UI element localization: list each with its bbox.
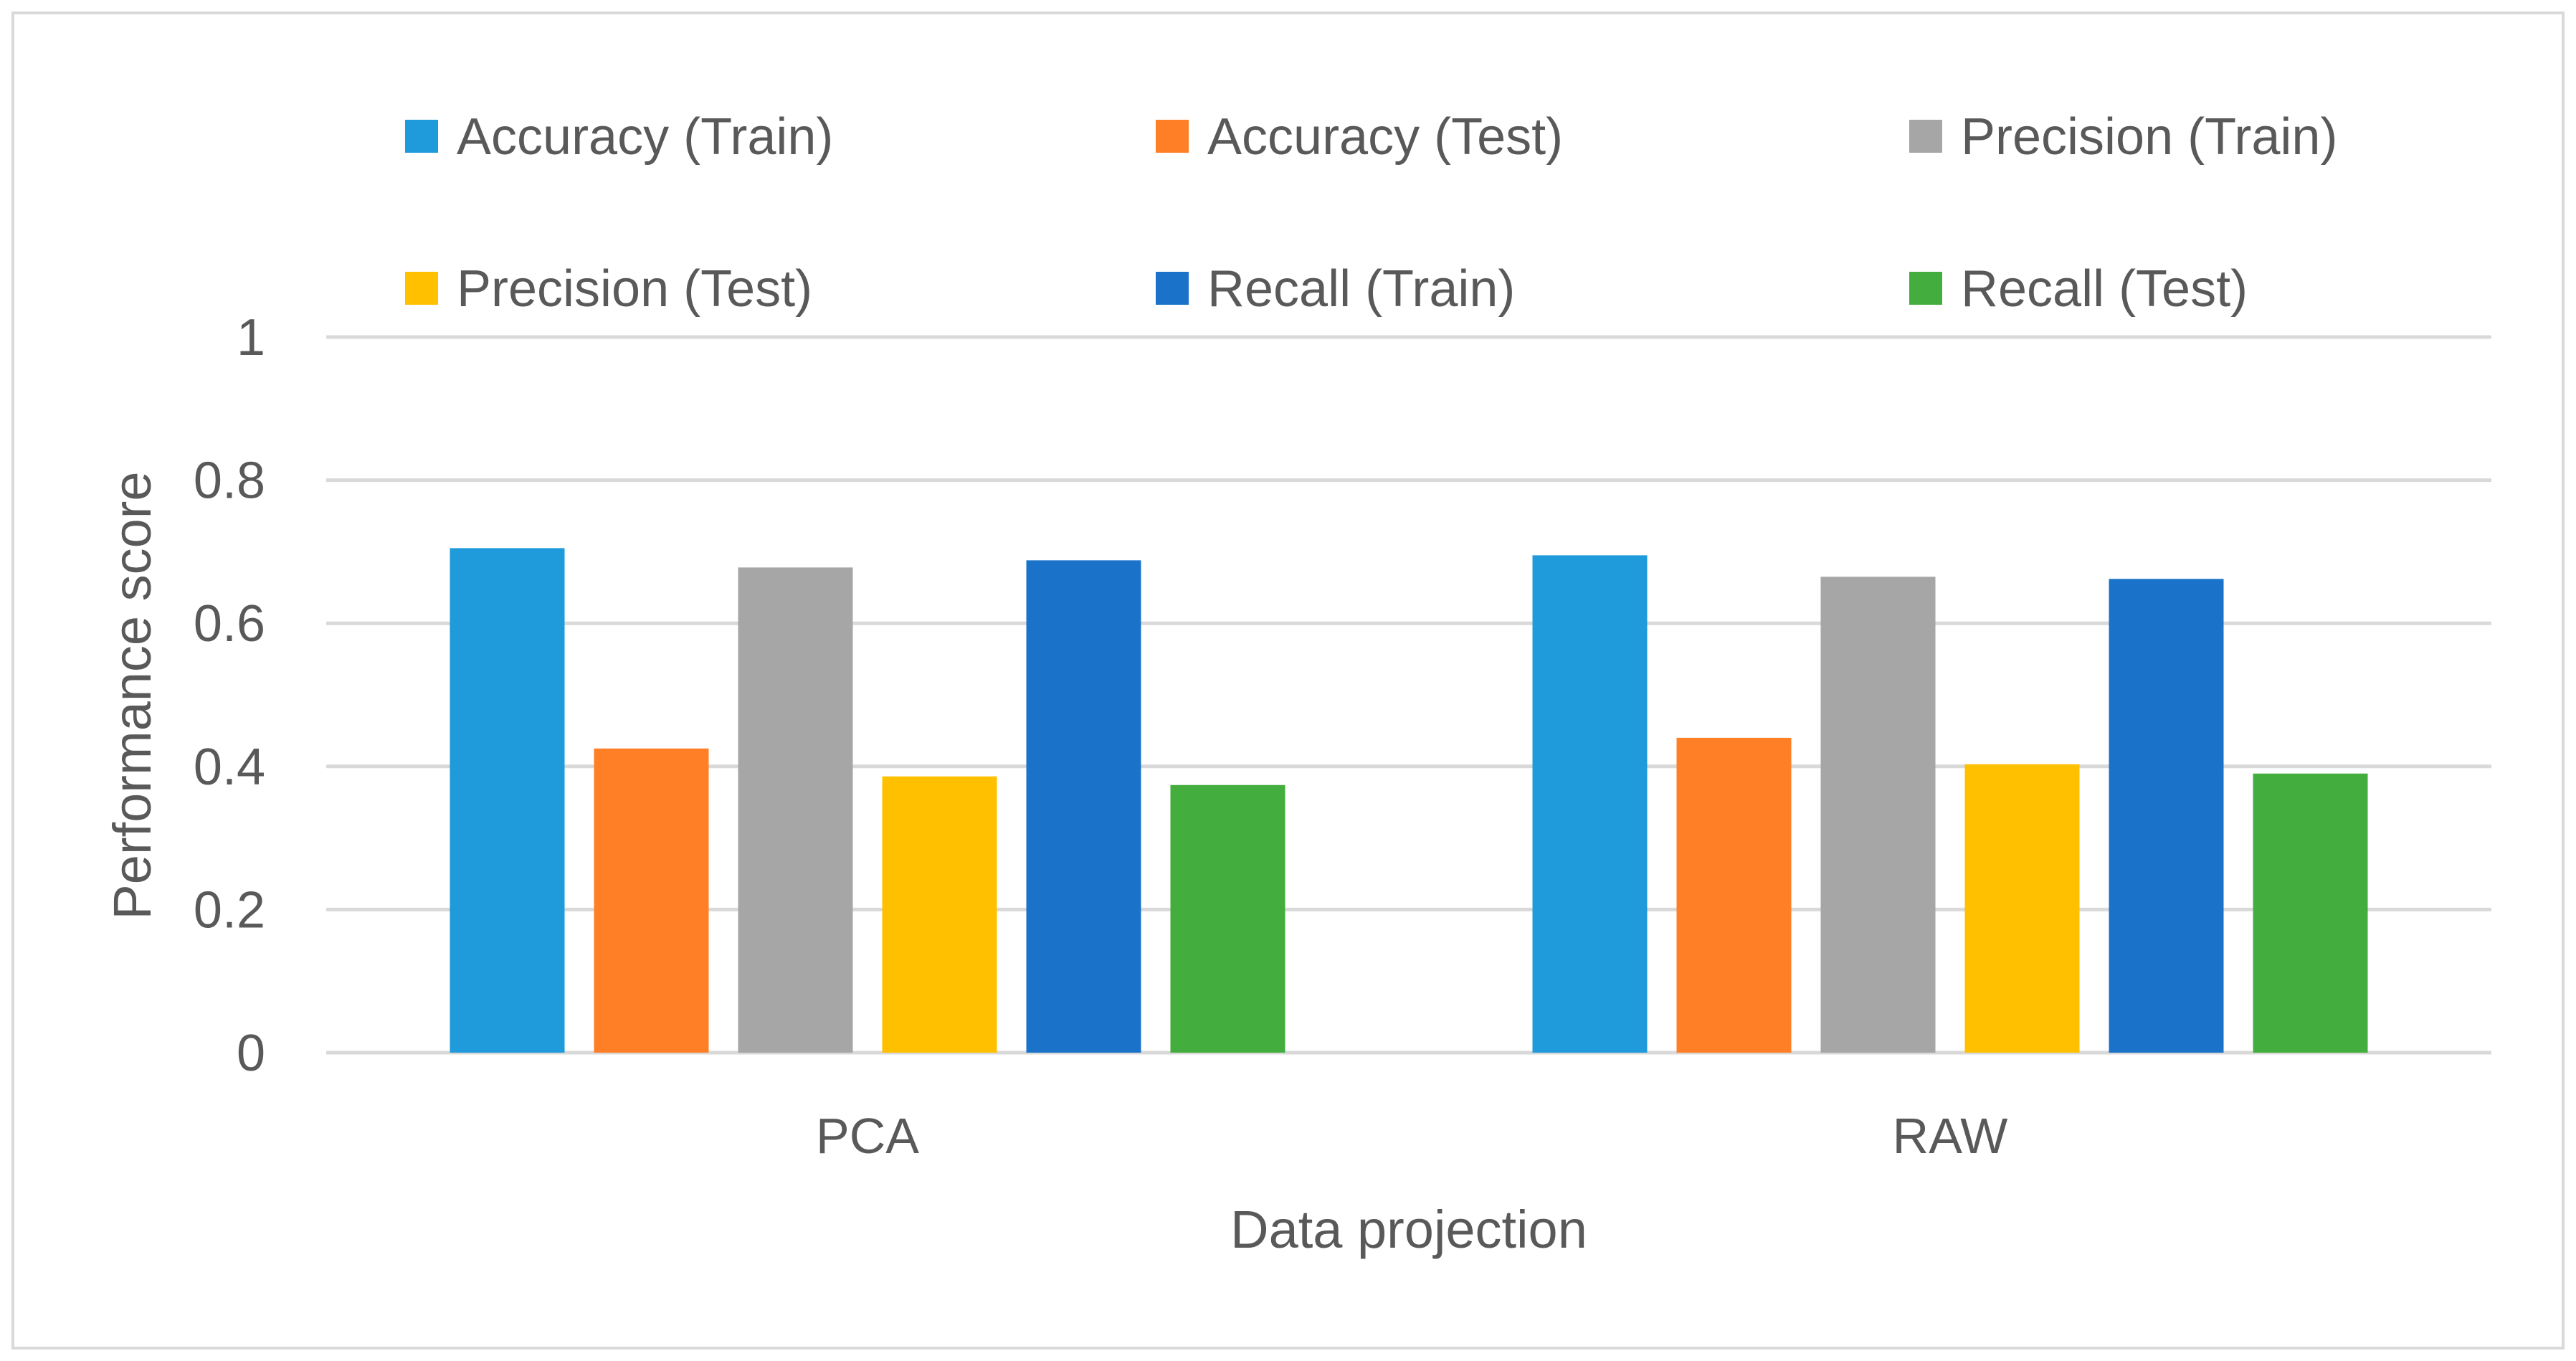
legend-item: Accuracy (Train) bbox=[405, 108, 833, 166]
bar-raw-precision-test bbox=[1964, 764, 2080, 1053]
bar-pca-recall-test bbox=[1170, 784, 1285, 1053]
y-tick-label: 0.8 bbox=[194, 452, 265, 510]
x-category-label: RAW bbox=[1893, 1108, 2008, 1164]
bar-pca-accuracy-test bbox=[594, 748, 709, 1053]
legend-swatch bbox=[1909, 120, 1942, 153]
bar-pca-precision-test bbox=[882, 776, 997, 1053]
legend-label: Accuracy (Train) bbox=[457, 108, 833, 166]
legend-swatch bbox=[1156, 120, 1189, 153]
legend-swatch bbox=[1909, 272, 1942, 305]
legend-label: Recall (Test) bbox=[1961, 260, 2248, 318]
y-tick-label: 0.4 bbox=[194, 739, 265, 796]
legend-label: Recall (Train) bbox=[1207, 260, 1515, 318]
x-axis-title: Data projection bbox=[1230, 1200, 1587, 1259]
legend-swatch bbox=[405, 120, 438, 153]
bar-raw-accuracy-train bbox=[1532, 555, 1648, 1053]
y-tick-label: 0.6 bbox=[194, 595, 265, 653]
legend-swatch bbox=[405, 272, 438, 305]
legend-item: Accuracy (Test) bbox=[1156, 108, 1563, 166]
legend-label: Accuracy (Test) bbox=[1207, 108, 1563, 166]
bar-raw-recall-test bbox=[2253, 773, 2368, 1053]
y-axis-title: Performance score bbox=[103, 471, 162, 919]
legend-item: Precision (Train) bbox=[1909, 108, 2337, 166]
bar-raw-recall-train bbox=[2109, 579, 2224, 1053]
legend-label: Precision (Train) bbox=[1961, 108, 2337, 166]
y-axis-ticks: 0 0.2 0.4 0.6 0.8 1 bbox=[194, 309, 265, 1082]
legend-item: Recall (Test) bbox=[1909, 260, 2248, 318]
bars bbox=[450, 548, 2368, 1053]
x-axis-categories: PCA RAW bbox=[816, 1108, 2007, 1164]
y-tick-label: 0 bbox=[237, 1025, 265, 1082]
bar-pca-precision-train bbox=[738, 567, 853, 1053]
y-tick-label: 1 bbox=[237, 309, 265, 366]
bar-pca-recall-train bbox=[1026, 560, 1141, 1053]
bar-raw-accuracy-test bbox=[1676, 737, 1792, 1053]
legend-swatch bbox=[1156, 272, 1189, 305]
legend-label: Precision (Test) bbox=[457, 260, 812, 318]
y-tick-label: 0.2 bbox=[194, 881, 265, 939]
bar-raw-precision-train bbox=[1820, 577, 1936, 1053]
legend-item: Precision (Test) bbox=[405, 260, 812, 318]
x-category-label: PCA bbox=[816, 1108, 919, 1164]
legend: Accuracy (Train) Accuracy (Test) Precision… bbox=[405, 108, 2337, 318]
bar-pca-accuracy-train bbox=[450, 548, 565, 1053]
legend-item: Recall (Train) bbox=[1156, 260, 1515, 318]
